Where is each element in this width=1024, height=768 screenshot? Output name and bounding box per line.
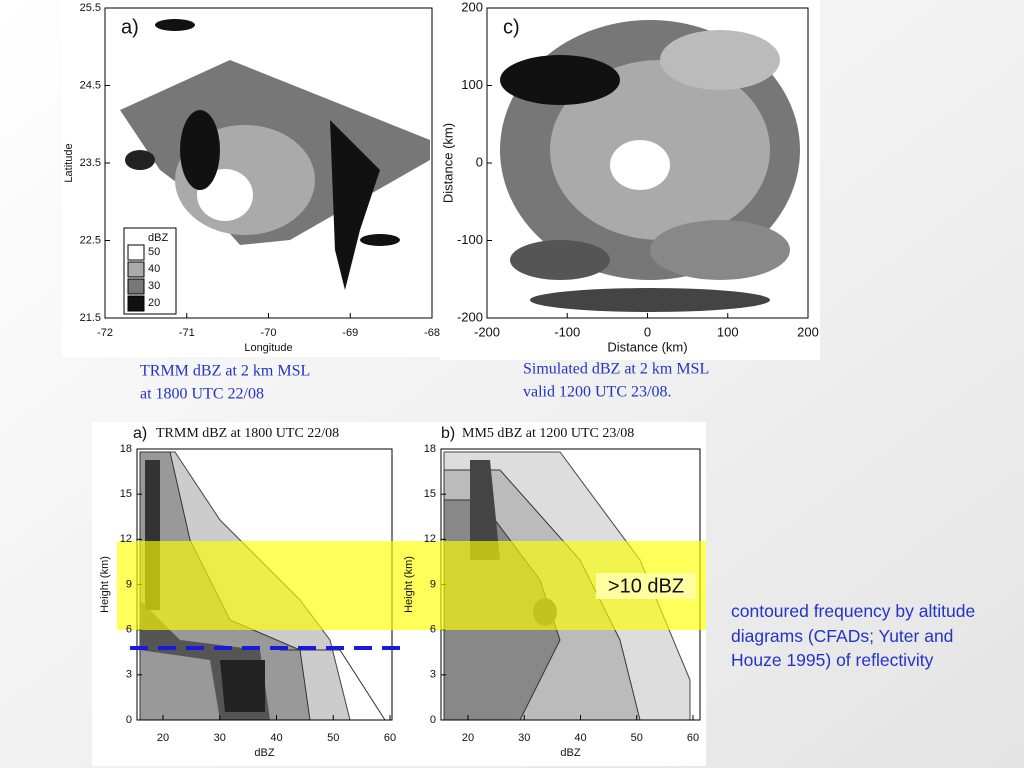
- y-tick-label: 3: [126, 669, 132, 681]
- x-axis-label: Distance (km): [607, 339, 687, 354]
- x-tick-label: 30: [214, 732, 226, 744]
- legend-swatch: [127, 295, 145, 312]
- y-tick-label: 15: [120, 488, 132, 500]
- echo: [500, 55, 620, 105]
- caption: valid 1200 UTC 23/08.: [523, 384, 671, 401]
- echo: [650, 220, 790, 280]
- x-tick-label: 50: [327, 732, 339, 744]
- caption: TRMM dBZ at 2 km MSL: [140, 363, 310, 380]
- legend-swatch: [127, 278, 145, 295]
- y-tick-label: -100: [457, 232, 483, 247]
- echo: [155, 19, 195, 31]
- x-tick-label: 0: [644, 324, 651, 339]
- echo: [530, 288, 770, 312]
- x-tick-label: -68: [424, 327, 440, 339]
- x-tick-label: 100: [717, 324, 739, 339]
- x-tick-label: 20: [462, 732, 474, 744]
- echo: [125, 150, 155, 170]
- y-tick-label: 23.5: [80, 157, 101, 169]
- legend-item: 50: [148, 246, 160, 258]
- y-tick-label: 15: [424, 488, 436, 500]
- y-tick-label: 12: [120, 533, 132, 545]
- artwork: [104, 7, 809, 721]
- y-tick-label: 6: [126, 624, 132, 636]
- y-axis-label: Height (km): [99, 556, 111, 613]
- panel-label: a): [133, 425, 147, 442]
- echo: [660, 30, 780, 90]
- legend-swatch: [127, 261, 145, 278]
- panel-title: TRMM dBZ at 1800 UTC 22/08: [156, 426, 339, 441]
- y-tick-label: 100: [461, 77, 483, 92]
- y-tick-label: 6: [430, 624, 436, 636]
- highlight-label-bg: [596, 573, 696, 599]
- map-c-echoes: [500, 20, 800, 312]
- echo: [610, 140, 670, 190]
- x-tick-label: 60: [384, 732, 396, 744]
- y-tick-label: 22.5: [80, 234, 101, 246]
- x-tick-label: -72: [97, 327, 113, 339]
- caption: at 1800 UTC 22/08: [140, 386, 264, 403]
- legend-item: 20: [148, 297, 160, 309]
- panel-title: MM5 dBZ at 1200 UTC 23/08: [462, 426, 634, 441]
- y-tick-label: 9: [126, 578, 132, 590]
- x-axis-label: dBZ: [560, 747, 580, 759]
- y-tick-label: 0: [126, 714, 132, 726]
- y-tick-label: 200: [461, 0, 483, 14]
- map-a-echoes: [120, 19, 430, 315]
- x-axis-label: dBZ: [254, 747, 274, 759]
- y-tick-label: 25.5: [80, 2, 101, 14]
- echo: [330, 120, 380, 290]
- x-tick-label: 30: [518, 732, 530, 744]
- y-tick-label: 24.5: [80, 79, 101, 91]
- legend-title: dBZ: [148, 232, 168, 244]
- x-tick-label: -69: [342, 327, 358, 339]
- x-axis-label: Longitude: [244, 342, 292, 354]
- x-tick-label: 40: [270, 732, 282, 744]
- echo: [510, 240, 610, 280]
- panel-label: c): [503, 16, 520, 38]
- panel-label: a): [121, 16, 139, 38]
- echo: [360, 234, 400, 246]
- y-tick-label: 21.5: [80, 312, 101, 324]
- x-tick-label: 60: [687, 732, 699, 744]
- contour: [220, 660, 265, 712]
- y-tick-label: 3: [430, 669, 436, 681]
- legend-item: 40: [148, 263, 160, 275]
- x-tick-label: 200: [797, 324, 819, 339]
- y-tick-label: 18: [424, 443, 436, 455]
- y-tick-label: 18: [120, 443, 132, 455]
- legend-item: 30: [148, 280, 160, 292]
- x-tick-label: -70: [261, 327, 277, 339]
- panel-label: b): [441, 425, 455, 442]
- y-tick-label: 0: [476, 154, 483, 169]
- caption: Simulated dBZ at 2 km MSL: [523, 361, 709, 378]
- legend-swatch: [127, 244, 145, 261]
- contour: [470, 460, 500, 560]
- highlight-label: >10 dBZ: [608, 575, 684, 597]
- x-tick-label: 20: [157, 732, 169, 744]
- y-axis-label: Distance (km): [440, 123, 455, 203]
- echo: [180, 110, 220, 190]
- y-tick-label: -200: [457, 309, 483, 324]
- y-axis-label: Latitude: [63, 143, 75, 182]
- x-tick-label: -200: [474, 324, 500, 339]
- y-tick-label: 9: [430, 578, 436, 590]
- y-axis-label: Height (km): [403, 556, 415, 613]
- x-tick-label: -71: [179, 327, 195, 339]
- x-tick-label: 50: [631, 732, 643, 744]
- x-tick-label: -100: [554, 324, 580, 339]
- x-tick-label: 40: [574, 732, 586, 744]
- y-tick-label: 12: [424, 533, 436, 545]
- note: contoured frequency by altitude diagrams…: [731, 601, 976, 670]
- y-tick-label: 0: [430, 714, 436, 726]
